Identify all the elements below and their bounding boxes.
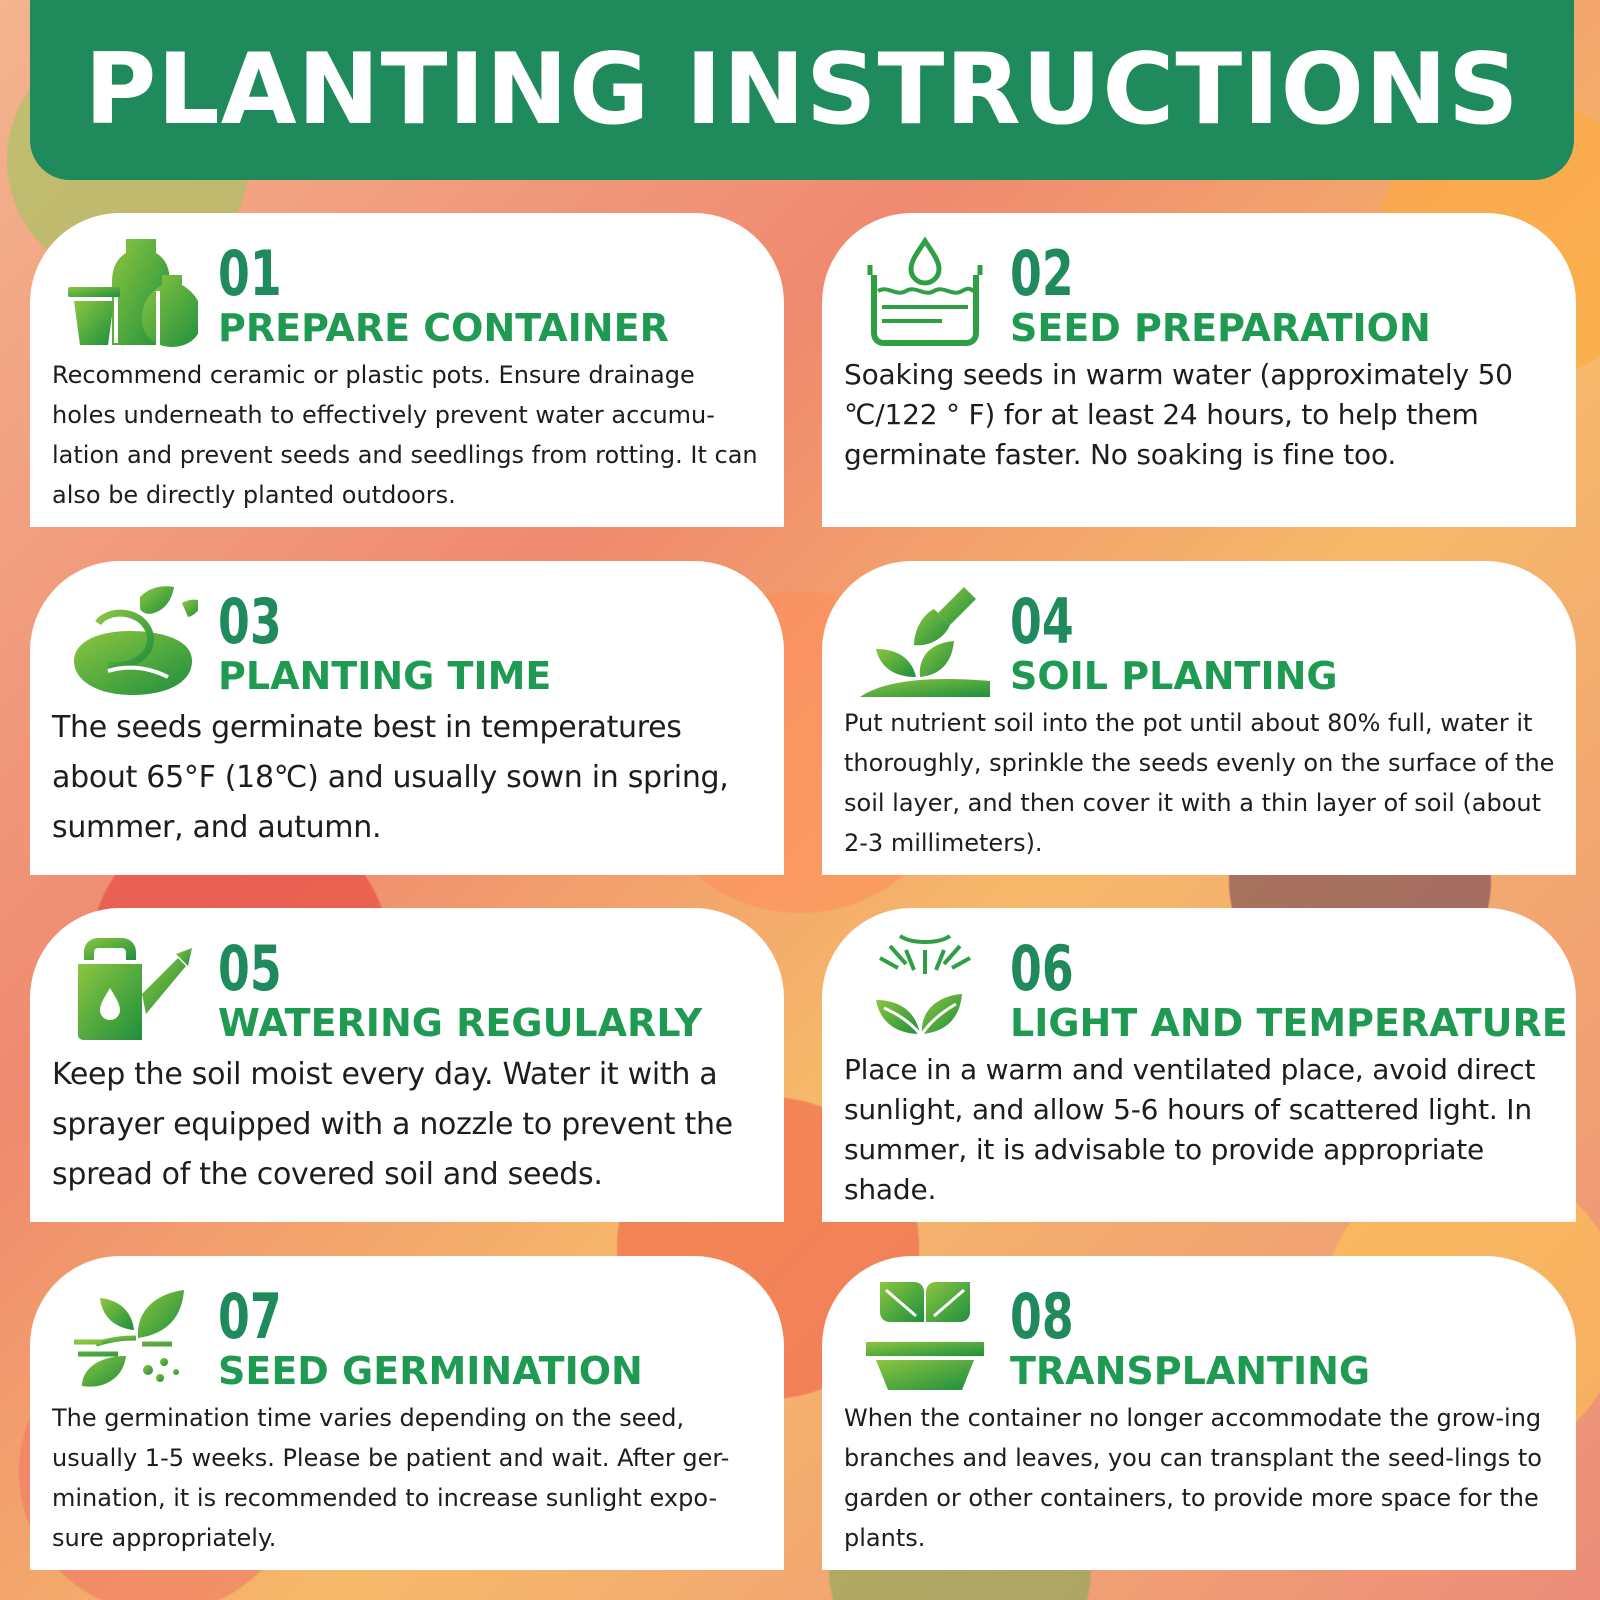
water-basin-icon xyxy=(860,235,990,351)
step-card-seed-germination: 07 SEED GERMINATION The germination time… xyxy=(30,1256,784,1570)
trowel-plant-icon xyxy=(860,583,990,699)
step-description: Soaking seeds in warm water (approximate… xyxy=(844,358,1513,471)
header-banner: PLANTING INSTRUCTIONS xyxy=(30,0,1574,180)
pots-icon xyxy=(68,235,202,351)
page-title: PLANTING INSTRUCTIONS xyxy=(84,33,1520,147)
step-description: Recommend ceramic or plastic pots. Ensur… xyxy=(52,361,758,509)
step-card-prepare-container: 01 PREPARE CONTAINER Recommend ceramic o… xyxy=(30,213,784,527)
step-number: 01 xyxy=(218,237,282,310)
step-number: 08 xyxy=(1010,1280,1074,1353)
step-title: SEED GERMINATION xyxy=(218,1349,643,1393)
step-description: Place in a warm and ventilated place, av… xyxy=(844,1053,1536,1206)
germinating-seed-icon xyxy=(68,1278,198,1394)
step-title: SOIL PLANTING xyxy=(1010,654,1338,698)
step-number: 02 xyxy=(1010,237,1074,310)
step-description: The seeds germinate best in temperatures… xyxy=(52,710,729,845)
step-description: The germination time varies depending on… xyxy=(52,1404,730,1552)
step-number: 07 xyxy=(218,1280,282,1353)
step-number: 05 xyxy=(218,932,282,1005)
step-number: 03 xyxy=(218,585,282,658)
sprouting-seed-icon xyxy=(68,583,202,699)
step-title: WATERING REGULARLY xyxy=(218,1001,703,1045)
step-number: 06 xyxy=(1010,932,1074,1005)
step-card-seed-preparation: 02 SEED PREPARATION Soaking seeds in war… xyxy=(822,213,1576,527)
step-description: Put nutrient soil into the pot until abo… xyxy=(844,709,1555,857)
step-card-soil-planting: 04 SOIL PLANTING Put nutrient soil into … xyxy=(822,561,1576,875)
step-title: PREPARE CONTAINER xyxy=(218,306,669,350)
step-description: Keep the soil moist every day. Water it … xyxy=(52,1057,733,1192)
step-card-planting-time: 03 PLANTING TIME The seeds germinate bes… xyxy=(30,561,784,875)
step-title: SEED PREPARATION xyxy=(1010,306,1431,350)
step-number: 04 xyxy=(1010,585,1074,658)
step-card-watering-regularly: 05 WATERING REGULARLY Keep the soil mois… xyxy=(30,908,784,1222)
step-card-light-and-temperature: 06 LIGHT AND TEMPERATURE Place in a warm… xyxy=(822,908,1576,1222)
step-title: LIGHT AND TEMPERATURE xyxy=(1010,1001,1568,1045)
step-card-transplanting: 08 TRANSPLANTING When the container no l… xyxy=(822,1256,1576,1570)
potted-seedling-icon xyxy=(860,1278,990,1394)
step-description: When the container no longer accommodate… xyxy=(844,1404,1542,1552)
step-title: PLANTING TIME xyxy=(218,654,552,698)
watering-can-icon xyxy=(68,930,198,1046)
sun-plant-icon xyxy=(860,930,990,1046)
step-title: TRANSPLANTING xyxy=(1010,1349,1371,1393)
